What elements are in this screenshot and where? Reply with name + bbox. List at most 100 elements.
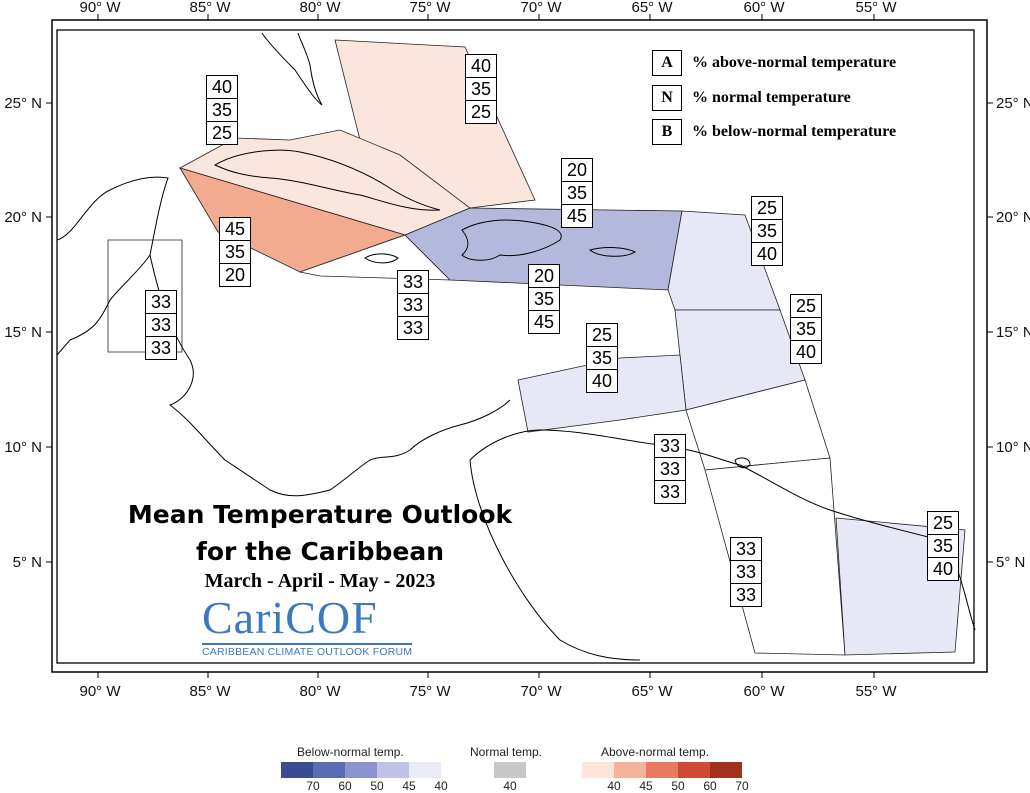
lat-label: 5° N — [13, 554, 42, 571]
axis-ticks — [46, 14, 993, 678]
scale-value: 70 — [306, 779, 320, 793]
lat-label: 15° N — [996, 324, 1030, 341]
prob-below: 20 — [220, 263, 250, 286]
prob-box-guyana: 33 33 33 — [730, 537, 762, 607]
scale-swatch — [345, 762, 377, 778]
prob-above: 25 — [932, 513, 954, 533]
lon-label: 60° W — [743, 0, 785, 16]
prob-above: 33 — [735, 539, 757, 559]
prob-box-jamaica: 33 33 33 — [397, 270, 429, 340]
prob-normal: 35 — [928, 534, 958, 557]
prob-above: 25 — [795, 296, 817, 316]
lon-label: 70° W — [520, 0, 562, 16]
map-subtitle: for the Caribbean — [195, 537, 445, 566]
lon-label: 80° W — [299, 0, 341, 16]
scale-above-title: Above-normal temp. — [601, 745, 710, 759]
key-above: A % above-normal temperature — [652, 50, 896, 76]
prob-normal: 35 — [752, 219, 782, 242]
scale-value: 45 — [402, 779, 416, 793]
lon-label: 75° W — [409, 0, 451, 16]
scale-swatch — [409, 762, 441, 778]
lon-label: 70° W — [520, 683, 562, 700]
lon-label: 55° W — [855, 0, 897, 16]
prob-above: 33 — [402, 272, 424, 292]
scale-value: 50 — [671, 779, 685, 793]
key-letter: A — [652, 50, 682, 76]
scale-value: 40 — [607, 779, 621, 793]
prob-box-belize: 33 33 33 — [145, 290, 177, 360]
key-text: % below-normal temperature — [692, 123, 897, 140]
scale-swatch — [582, 762, 614, 778]
lon-labels-top: 90° W 85° W 80° W 75° W 70° W 65° W 60° … — [79, 0, 897, 16]
forecast-regions — [107, 39, 966, 656]
lat-labels-right: 25° N 20° N 15° N 10° N 5° N — [996, 95, 1030, 571]
key-text: % normal temperature — [692, 89, 851, 106]
lat-label: 10° N — [4, 439, 42, 456]
lon-label: 85° W — [189, 0, 231, 16]
season-label: March - April - May - 2023 — [204, 570, 436, 592]
lat-label: 20° N — [4, 209, 42, 226]
prob-box-hispaniola-2: 20 35 45 — [528, 264, 560, 334]
yucatan-central-america-coast — [56, 176, 169, 356]
lon-label: 80° W — [299, 683, 341, 700]
key-below: B % below-normal temperature — [652, 119, 896, 145]
jamaica-coast — [364, 253, 399, 264]
prob-above: 25 — [756, 198, 778, 218]
scale-swatch — [494, 762, 526, 778]
lat-label: 5° N — [996, 554, 1025, 571]
key-normal: N % normal temperature — [652, 85, 851, 111]
scale-swatch — [281, 762, 313, 778]
scale-normal-title: Normal temp. — [470, 745, 543, 759]
puerto-rico-coast — [588, 247, 637, 257]
map-inner-frame — [56, 29, 975, 664]
lat-label: 25° N — [4, 95, 42, 112]
prob-below: 33 — [398, 316, 428, 339]
prob-normal: 35 — [529, 287, 559, 310]
scale-value: 60 — [703, 779, 717, 793]
scale-value: 45 — [639, 779, 653, 793]
lat-label: 20° N — [996, 209, 1030, 226]
prob-normal: 35 — [562, 181, 592, 204]
lat-label: 25° N — [996, 95, 1030, 112]
scale-value: 60 — [338, 779, 352, 793]
prob-box-cuba: 40 35 25 — [206, 75, 238, 145]
lon-label: 90° W — [79, 683, 121, 700]
prob-normal: 35 — [791, 317, 821, 340]
prob-above: 45 — [224, 219, 246, 239]
prob-below: 45 — [562, 204, 592, 227]
lon-label: 75° W — [409, 683, 451, 700]
scale-swatch — [614, 762, 646, 778]
key-text: % above-normal temperature — [692, 54, 897, 71]
scale-below-title: Below-normal temp. — [297, 745, 404, 759]
prob-above: 33 — [150, 292, 172, 312]
lon-label: 65° W — [631, 0, 673, 16]
prob-above: 33 — [659, 436, 681, 456]
scale-value: 50 — [370, 779, 384, 793]
colombia-west-coast — [469, 459, 641, 661]
scale-value: 70 — [735, 779, 749, 793]
lon-label: 60° W — [743, 683, 785, 700]
lon-label: 90° W — [79, 0, 121, 16]
lat-label: 10° N — [996, 439, 1030, 456]
prob-above: 20 — [533, 266, 555, 286]
prob-box-hispaniola: 20 35 45 — [561, 158, 593, 228]
scale-swatch — [646, 762, 678, 778]
prob-below: 40 — [928, 557, 958, 580]
florida-coast — [261, 32, 323, 106]
prob-above: 25 — [591, 325, 613, 345]
cuba-coast — [213, 149, 441, 211]
prob-normal: 33 — [398, 293, 428, 316]
caricof-logo-subtitle: CARIBBEAN CLIMATE OUTLOOK FORUM — [202, 643, 413, 658]
lon-label: 55° W — [855, 683, 897, 700]
scale-value: 40 — [503, 779, 517, 793]
prob-below: 25 — [207, 121, 237, 144]
prob-below: 40 — [752, 242, 782, 265]
lon-label: 65° W — [631, 683, 673, 700]
lon-labels-bottom: 90° W 85° W 80° W 75° W 70° W 65° W 60° … — [79, 683, 897, 700]
prob-box-cayman: 45 35 20 — [219, 217, 251, 287]
caricof-logo: CariCOF — [202, 592, 378, 643]
prob-normal: 35 — [587, 346, 617, 369]
prob-below: 40 — [587, 369, 617, 392]
central-america-coast — [149, 254, 511, 497]
